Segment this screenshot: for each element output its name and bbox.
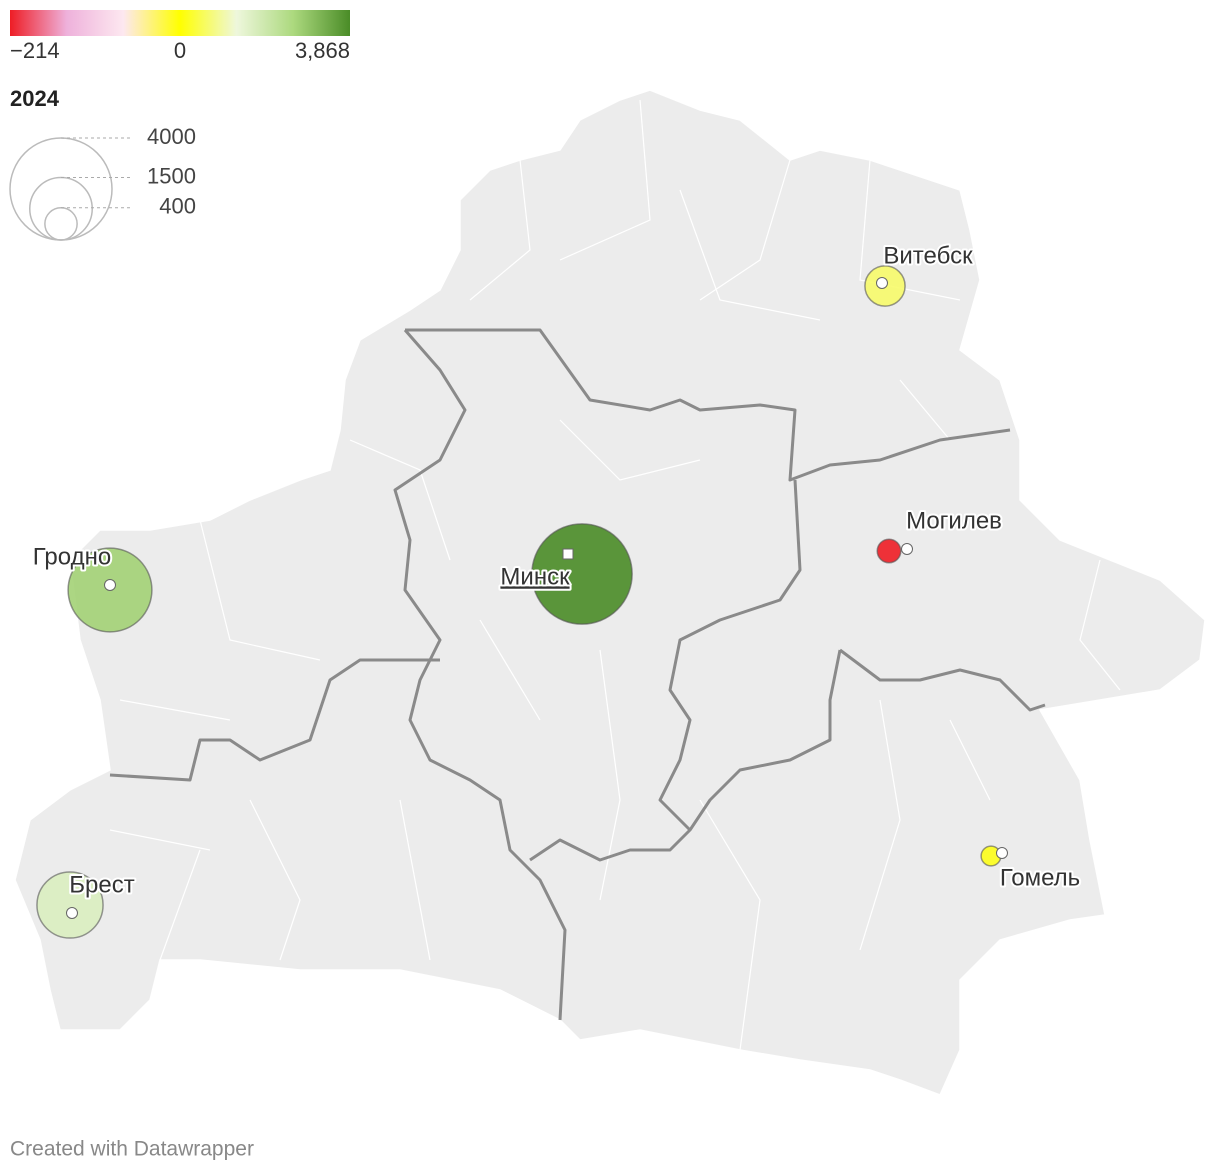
- district-lines: [109, 99, 1121, 1051]
- color-legend-label: 3,868: [295, 38, 350, 63]
- color-legend-label: 0: [174, 38, 186, 63]
- region-borders: [109, 328, 1046, 1021]
- city-label: Брест: [69, 871, 134, 898]
- color-legend-bar: [10, 10, 350, 36]
- size-legend-circle: [9, 137, 113, 241]
- footer: Created with Datawrapper: [10, 1138, 254, 1161]
- city-bubble: [36, 871, 104, 939]
- city-marker: [66, 907, 78, 919]
- city-marker: [876, 277, 888, 289]
- city-layer: Минск Гродно Брест Витебск Могилев Гомель: [31, 240, 1082, 939]
- city-bubble: [876, 538, 902, 564]
- size-legend-label: 1500: [147, 163, 196, 188]
- size-legend-label: 4000: [147, 124, 196, 149]
- size-legend-label: 400: [159, 194, 196, 219]
- city-label: Гродно: [33, 543, 111, 570]
- capital-marker: [562, 548, 574, 560]
- city-marker: [996, 847, 1008, 859]
- city-label: Минск: [500, 563, 570, 590]
- size-legend-circle: [29, 176, 93, 241]
- city-label: Могилев: [906, 507, 1002, 534]
- color-legend-label: −214: [10, 38, 60, 63]
- city-marker: [901, 543, 913, 555]
- size-legend-title: 2024: [10, 86, 60, 111]
- city-bubble: [531, 523, 633, 625]
- city-label: Витебск: [883, 242, 973, 269]
- city-marker: [104, 579, 116, 591]
- size-legend-circle: [44, 206, 78, 241]
- city-label: Гомель: [1000, 864, 1080, 891]
